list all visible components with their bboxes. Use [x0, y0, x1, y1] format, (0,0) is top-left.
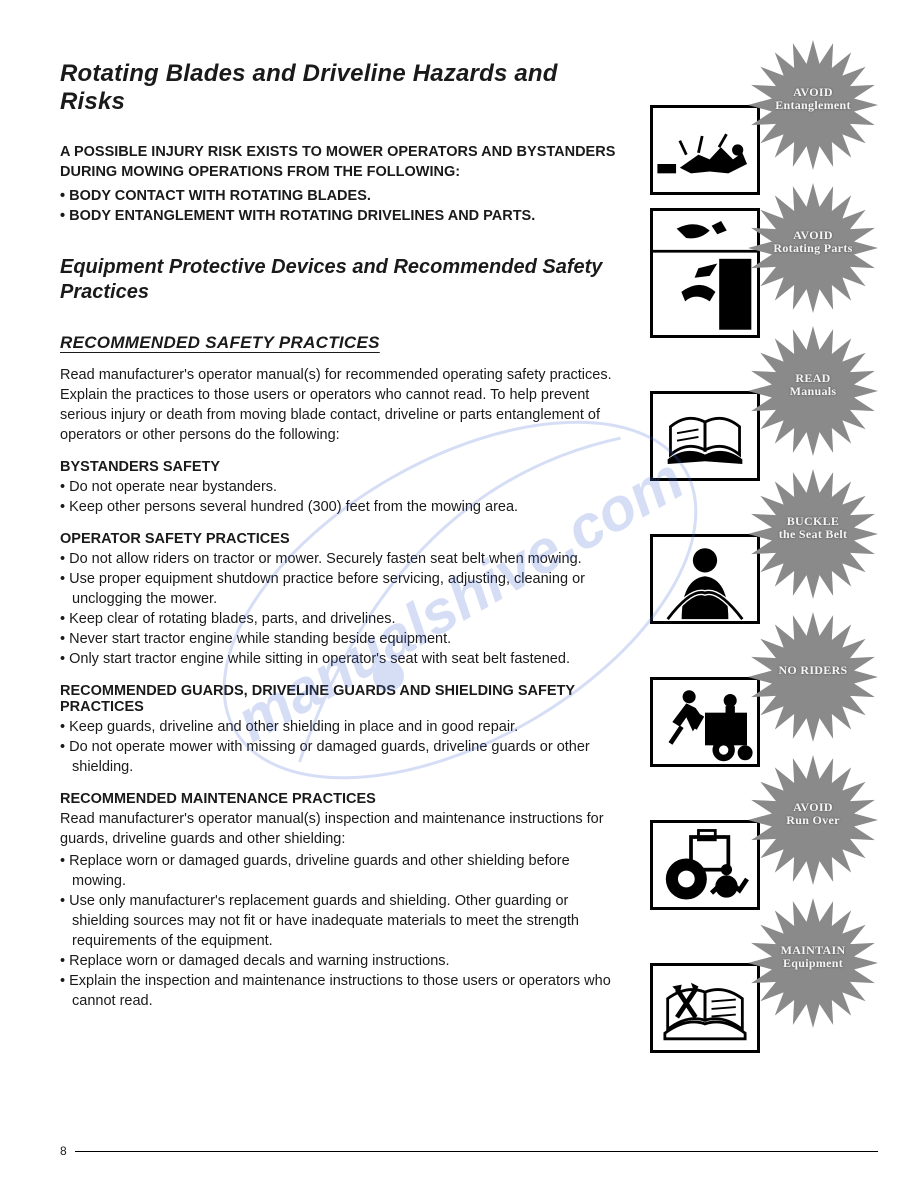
section-bullet-list: Do not allow riders on tractor or mower.… [60, 549, 620, 669]
practices-heading: RECOMMENDED SAFETY PRACTICES [60, 333, 620, 353]
burst-line1: AVOID [793, 85, 833, 99]
page-title: Rotating Blades and Driveline Hazards an… [60, 60, 620, 116]
list-item: Keep guards, driveline and other shieldi… [60, 717, 620, 737]
burst-line1: AVOID [793, 800, 833, 814]
list-item: Explain the inspection and maintenance i… [60, 971, 620, 1011]
burst-line2: Manuals [790, 384, 837, 398]
list-item: Keep clear of rotating blades, parts, an… [60, 609, 620, 629]
list-item: Use only manufacturer's replacement guar… [60, 891, 620, 951]
safety-badge-seatbelt: BUCKLEthe Seat Belt [640, 489, 860, 624]
section-heading: RECOMMENDED MAINTENANCE PRACTICES [60, 791, 620, 807]
burst-line1: AVOID [793, 228, 833, 242]
main-content-column: Rotating Blades and Driveline Hazards an… [60, 60, 620, 1053]
safety-badge-runover: AVOIDRun Over [640, 775, 860, 910]
list-item: Replace worn or damaged decals and warni… [60, 951, 620, 971]
section-bullet-list: Do not operate near bystanders. Keep oth… [60, 477, 620, 517]
burst-line1: BUCKLE [787, 514, 839, 528]
intro-bullet-list: BODY CONTACT WITH ROTATING BLADES. BODY … [60, 186, 620, 227]
safety-badges-column: AVOIDEntanglement AVOIDRotating Parts [640, 60, 860, 1053]
safety-badge-noriders: NO RIDERS [640, 632, 860, 767]
starburst-icon: NO RIDERS [748, 612, 878, 742]
list-item: Only start tractor engine while sitting … [60, 649, 620, 669]
list-item: Keep other persons several hundred (300)… [60, 497, 620, 517]
burst-line2: Entanglement [775, 98, 851, 112]
safety-badge-maintain: MAINTAINEquipment [640, 918, 860, 1053]
list-item: Do not operate near bystanders. [60, 477, 620, 497]
equipment-subtitle: Equipment Protective Devices and Recomme… [60, 255, 620, 305]
page-number: 8 [60, 1144, 67, 1158]
burst-line2: the Seat Belt [779, 527, 848, 541]
starburst-icon: AVOIDRun Over [748, 755, 878, 885]
burst-line2: Equipment [783, 956, 843, 970]
section-bullet-list: Replace worn or damaged guards, drivelin… [60, 851, 620, 1011]
list-item: Replace worn or damaged guards, drivelin… [60, 851, 620, 891]
burst-line2: Rotating Parts [773, 241, 852, 255]
entanglement-icon [650, 105, 760, 195]
section-heading: OPERATOR SAFETY PRACTICES [60, 531, 620, 547]
list-item: Do not allow riders on tractor or mower.… [60, 549, 620, 569]
section-heading: BYSTANDERS SAFETY [60, 459, 620, 475]
intro-bullet: BODY ENTANGLEMENT WITH ROTATING DRIVELIN… [60, 206, 620, 226]
starburst-icon: BUCKLEthe Seat Belt [748, 469, 878, 599]
seatbelt-icon [650, 534, 760, 624]
intro-warning-text: A POSSIBLE INJURY RISK EXISTS TO MOWER O… [60, 142, 620, 182]
footer-rule [75, 1151, 878, 1152]
section-heading: RECOMMENDED GUARDS, DRIVELINE GUARDS AND… [60, 683, 620, 715]
no-riders-icon [650, 677, 760, 767]
maintain-equipment-icon [650, 963, 760, 1053]
list-item: Do not operate mower with missing or dam… [60, 737, 620, 777]
runover-icon [650, 820, 760, 910]
list-item: Use proper equipment shutdown practice b… [60, 569, 620, 609]
starburst-icon: AVOIDEntanglement [748, 40, 878, 170]
safety-badge-manuals: READManuals [640, 346, 860, 481]
starburst-icon: MAINTAINEquipment [748, 898, 878, 1028]
starburst-icon: READManuals [748, 326, 878, 456]
starburst-icon: AVOIDRotating Parts [748, 183, 878, 313]
burst-line1: MAINTAIN [781, 943, 846, 957]
section-bullet-list: Keep guards, driveline and other shieldi… [60, 717, 620, 777]
burst-line1: READ [795, 371, 830, 385]
burst-line1: NO RIDERS [778, 663, 847, 677]
safety-badge-entanglement: AVOIDEntanglement [640, 60, 860, 195]
intro-bullet: BODY CONTACT WITH ROTATING BLADES. [60, 186, 620, 206]
section-intro: Read manufacturer's operator manual(s) i… [60, 809, 620, 849]
safety-badge-rotating: AVOIDRotating Parts [640, 203, 860, 338]
list-item: Never start tractor engine while standin… [60, 629, 620, 649]
burst-line2: Run Over [786, 813, 839, 827]
rotating-parts-icon [650, 208, 760, 338]
practices-intro-paragraph: Read manufacturer's operator manual(s) f… [60, 365, 620, 445]
page-footer: 8 [60, 1144, 878, 1158]
manual-book-icon [650, 391, 760, 481]
